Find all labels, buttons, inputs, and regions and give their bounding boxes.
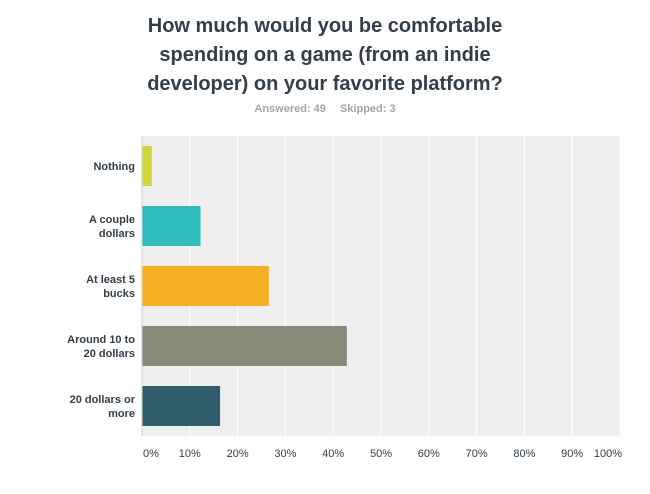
bar [142,326,347,366]
chart-title: How much would you be comfortable spendi… [147,15,503,95]
x-tick-label: 80% [513,448,535,460]
category-label: At least 5 bucks [86,274,135,300]
x-tick-label: 30% [274,448,296,460]
x-tick-label: 90% [561,448,583,460]
bars [142,146,347,426]
skipped-count: Skipped: 3 [339,103,396,115]
bar [142,146,152,186]
category-label: 20 dollars or more [70,394,136,420]
x-tick-label: 40% [322,448,344,460]
category-label: Nothing [93,161,135,173]
x-tick-label: 0% [143,448,159,460]
answered-count: Answered: 49 [254,103,326,115]
category-label: Around 10 to 20 dollars [67,334,135,360]
x-tick-label: 60% [418,448,440,460]
x-tick-label: 70% [466,448,488,460]
x-tick-label: 20% [227,448,249,460]
x-tick-labels: 0% 10% 20% 30% 40% 50% 60% 70% 80% 90% 100% [143,448,622,460]
x-tick-label: 100% [594,448,622,460]
x-tick-label: 50% [370,448,392,460]
bar [142,266,269,306]
category-label: A couple dollars [89,214,135,240]
category-labels: Nothing A couple dollars At least 5 bucks Aro… [67,161,136,420]
bar [142,206,201,246]
bar [142,386,221,426]
response-summary: Answered: 49 Skipped: 3 [0,103,650,115]
x-tick-label: 10% [179,448,201,460]
